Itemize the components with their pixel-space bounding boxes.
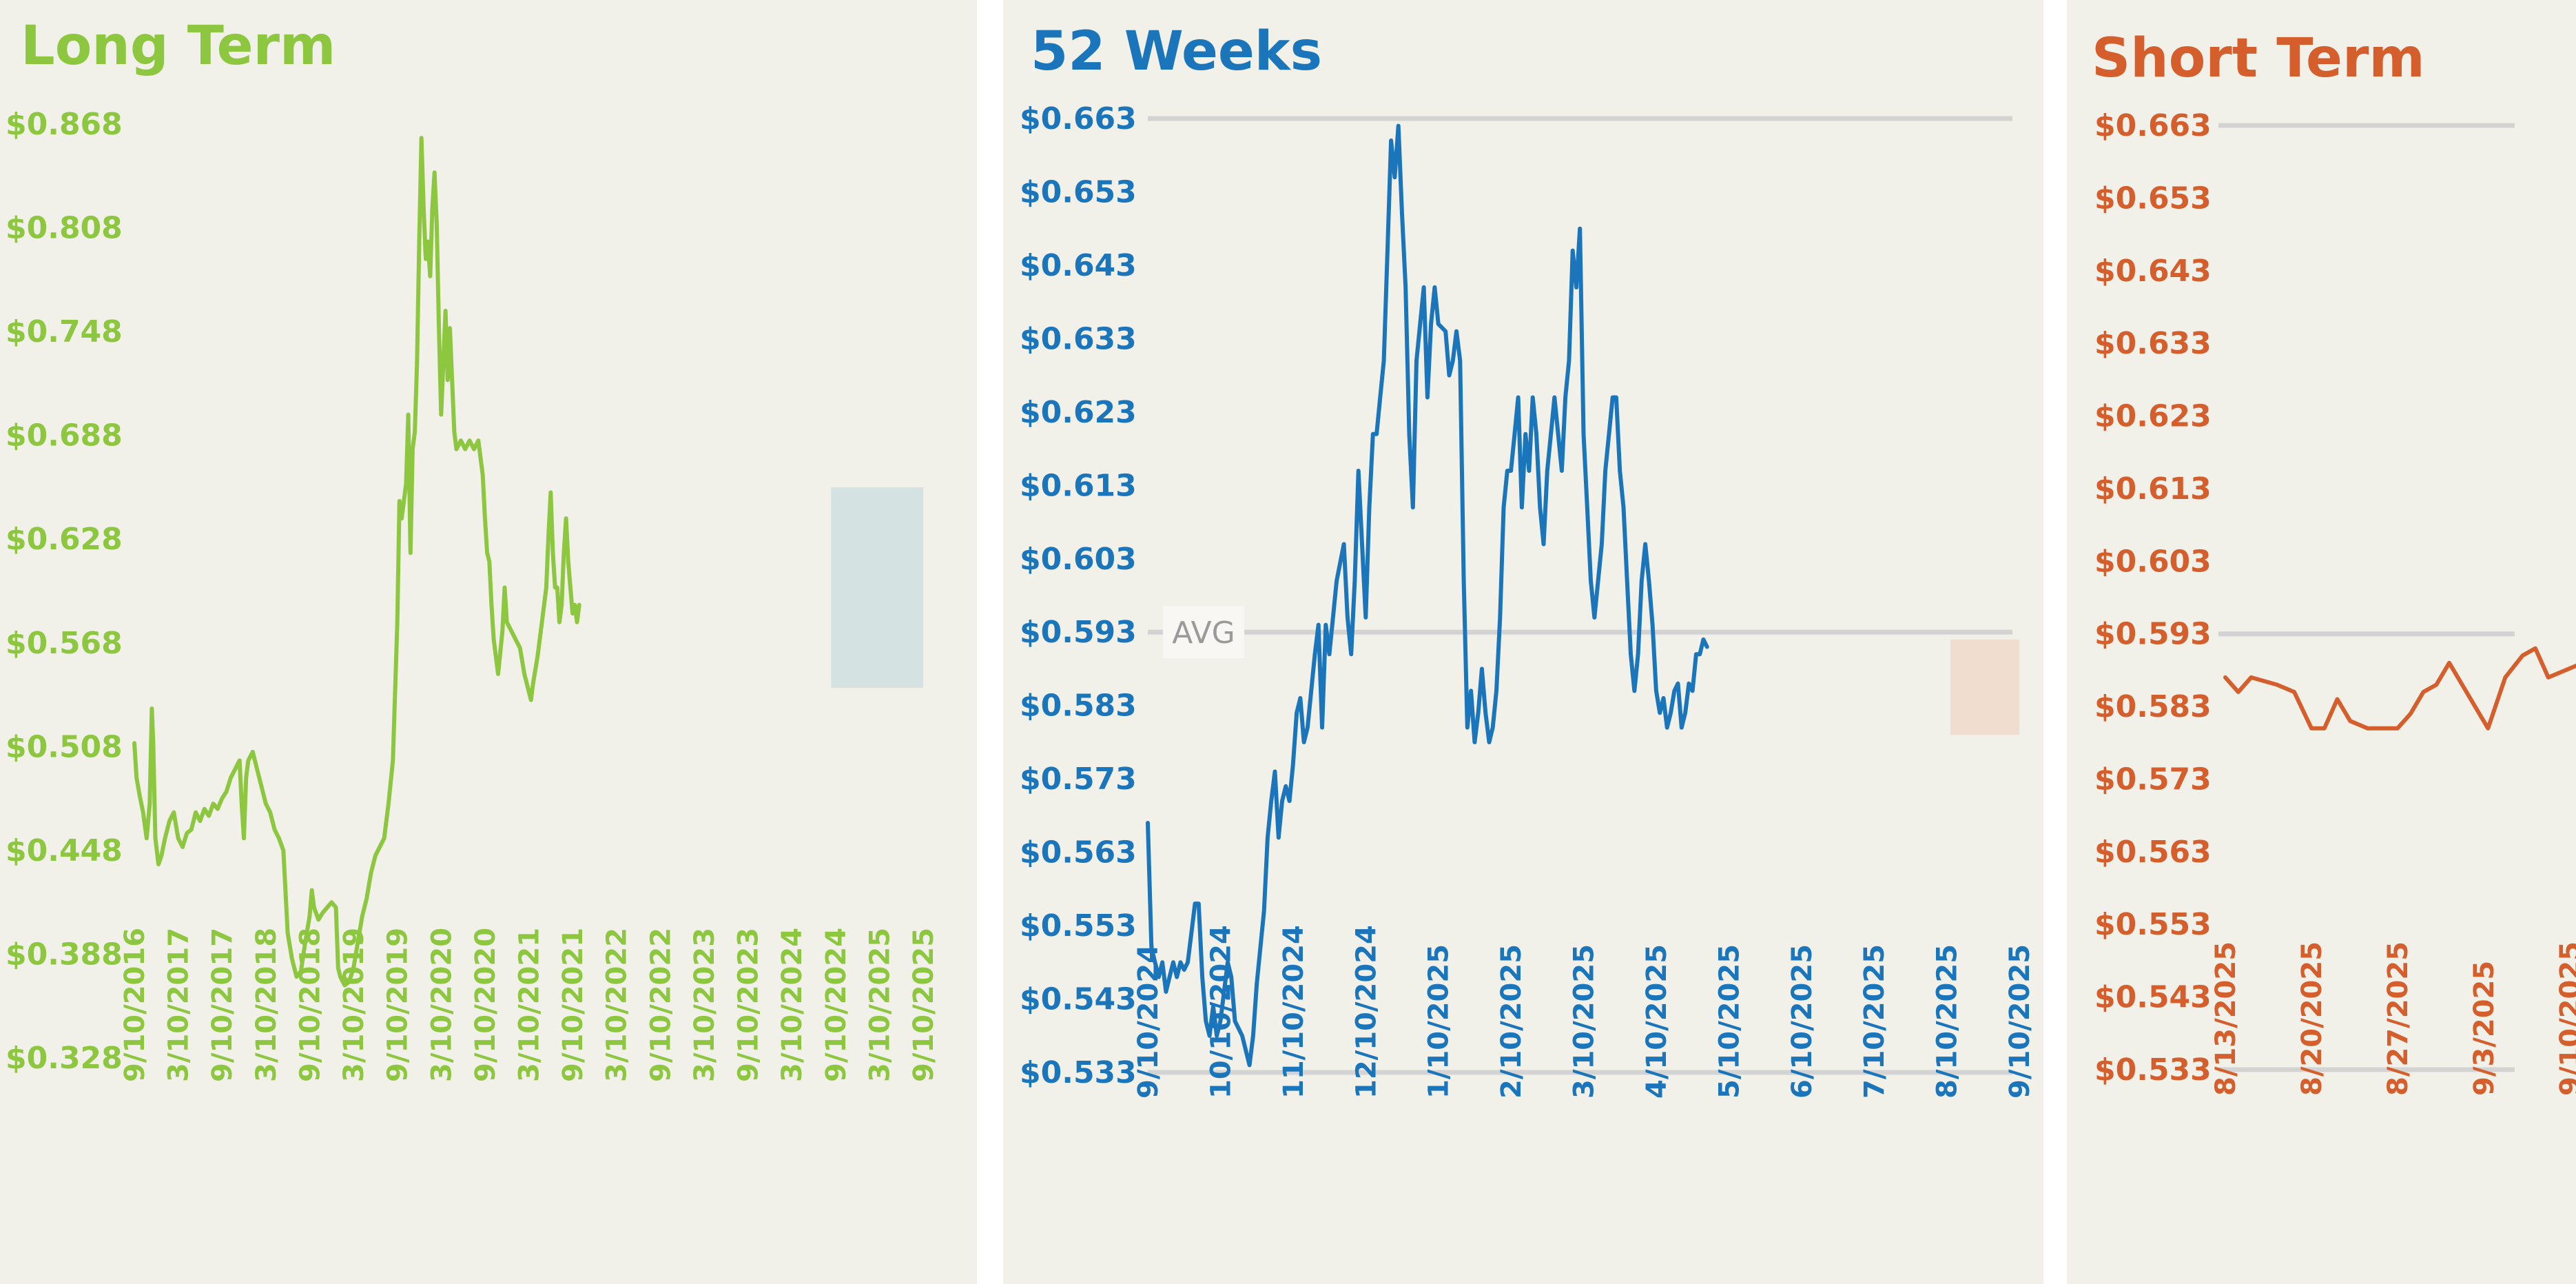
- x-tick-label: 3/10/2025: [1569, 944, 1600, 1099]
- x-tick-label: 12/10/2024: [1350, 925, 1382, 1099]
- y-tick-label: $0.543: [2094, 980, 2212, 1015]
- y-tick-label: $0.623: [1020, 395, 1137, 430]
- y-tick-label: $0.688: [6, 418, 123, 454]
- x-tick-label: 3/10/2024: [776, 928, 808, 1082]
- series-line: [1146, 123, 1709, 1068]
- y-tick-label: $0.593: [2094, 617, 2212, 652]
- short-term-chart: $0.663 $0.653 $0.643 $0.633 $0.623 $0.613 $0.6…: [2094, 108, 2576, 1096]
- long-term-chart: $0.868 $0.808 $0.748 $0.688 $0.628 $0.568 $0.5…: [6, 107, 940, 1082]
- x-tick-label: 9/10/2022: [645, 928, 677, 1082]
- x-tick-label: 8/20/2025: [2296, 941, 2328, 1096]
- y-tick-label: $0.593: [1020, 615, 1137, 650]
- y-tick-label: $0.533: [2094, 1052, 2212, 1088]
- y-tick-label: $0.543: [1020, 982, 1137, 1017]
- short-term-title: Short Term: [2092, 28, 2425, 90]
- y-tick-label: $0.328: [6, 1041, 123, 1076]
- x-tick-label: 9/10/2024: [821, 928, 852, 1082]
- y-tick-label: $0.573: [2094, 762, 2212, 797]
- x-tick-label: 3/10/2023: [689, 928, 721, 1082]
- y-tick-label: $0.653: [1020, 174, 1137, 210]
- y-tick-label: $0.508: [6, 729, 123, 764]
- x-tick-label: 9/10/2019: [382, 928, 414, 1082]
- avg-label: AVG: [1172, 615, 1235, 651]
- y-tick-label: $0.533: [1020, 1055, 1137, 1090]
- y-tick-label: $0.628: [6, 522, 123, 557]
- y-tick-label: $0.568: [6, 626, 123, 661]
- y-tick-label: $0.663: [2094, 108, 2212, 143]
- y-tick-label: $0.448: [6, 833, 123, 868]
- y-tick-label: $0.623: [2094, 399, 2212, 434]
- x-tick-label: 3/10/2018: [251, 928, 282, 1082]
- y-tick-label: $0.633: [2094, 326, 2212, 361]
- x-tick-label: 3/10/2019: [338, 928, 370, 1082]
- x-tick-label: 1/10/2025: [1423, 944, 1455, 1099]
- y-tick-label: $0.613: [2094, 471, 2212, 507]
- x-tick-label: 3/10/2022: [601, 928, 633, 1082]
- x-tick-label: 11/10/2024: [1278, 925, 1310, 1099]
- avg-label-bg: [1163, 606, 1244, 659]
- x-tick-label: 5/10/2025: [1713, 944, 1745, 1099]
- y-tick-label: $0.603: [1020, 542, 1137, 577]
- y-tick-label: $0.868: [6, 107, 123, 142]
- x-tick-label: 9/10/2025: [2004, 944, 2036, 1099]
- y-tick-label: $0.553: [1020, 908, 1137, 944]
- x-tick-label: 9/10/2018: [294, 928, 326, 1082]
- x-tick-label: 3/10/2021: [514, 928, 546, 1082]
- 52-weeks-title: 52 Weeks: [1031, 21, 1323, 83]
- x-tick-label: 9/10/2025: [2555, 941, 2576, 1096]
- y-tick-label: $0.563: [2094, 835, 2212, 870]
- x-tick-label: 8/13/2025: [2210, 941, 2242, 1096]
- y-tick-label: $0.633: [1020, 321, 1137, 356]
- x-tick-label: 9/10/2016: [119, 928, 151, 1082]
- y-tick-label: $0.573: [1020, 762, 1137, 797]
- 52-weeks-chart: AVG $0.663 $0.653 $0.643 $0.633 $0.623 $0.613 $…: [1020, 101, 2036, 1099]
- y-tick-label: $0.583: [1020, 689, 1137, 724]
- long-term-title: Long Term: [21, 15, 336, 77]
- x-tick-label: 9/3/2025: [2469, 961, 2500, 1096]
- y-tick-label: $0.643: [2094, 254, 2212, 289]
- x-tick-label: 9/10/2025: [908, 928, 940, 1082]
- x-tick-label: 8/10/2025: [1932, 944, 1964, 1099]
- y-tick-label: $0.613: [1020, 468, 1137, 503]
- x-tick-label: 9/10/2023: [733, 928, 765, 1082]
- y-tick-label: $0.663: [1020, 101, 1137, 136]
- highlight-region: [831, 487, 923, 689]
- y-tick-label: $0.388: [6, 937, 123, 972]
- x-tick-label: 9/10/2020: [470, 928, 502, 1082]
- series-line: [2223, 646, 2576, 731]
- x-tick-label: 3/10/2017: [163, 928, 195, 1082]
- x-tick-label: 2/10/2025: [1496, 944, 1527, 1099]
- y-tick-label: $0.808: [6, 211, 123, 246]
- y-tick-label: $0.603: [2094, 544, 2212, 579]
- x-tick-label: 4/10/2025: [1641, 944, 1673, 1099]
- series-line: [132, 136, 581, 988]
- x-tick-label: 3/10/2020: [426, 928, 457, 1082]
- y-tick-label: $0.643: [1020, 248, 1137, 283]
- x-tick-label: 3/10/2025: [864, 928, 896, 1082]
- x-tick-label: 9/10/2017: [207, 928, 238, 1082]
- 52-weeks-panel: 52 Weeks AVG $0.663 $0.653 $0.643 $0.633 $0.6…: [1003, 0, 2043, 1284]
- y-tick-label: $0.748: [6, 314, 123, 349]
- x-tick-label: 7/10/2025: [1859, 944, 1890, 1099]
- x-tick-label: 8/27/2025: [2382, 941, 2414, 1096]
- x-tick-label: 6/10/2025: [1786, 944, 1818, 1099]
- highlight-region: [1950, 639, 2019, 735]
- y-tick-label: $0.583: [2094, 689, 2212, 724]
- y-tick-label: $0.553: [2094, 907, 2212, 942]
- x-tick-label: 9/10/2021: [557, 928, 589, 1082]
- y-tick-label: $0.563: [1020, 835, 1137, 870]
- long-term-panel: Long Term $0.868 $0.808 $0.748 $0.688 $0.628…: [0, 0, 977, 1284]
- y-tick-label: $0.653: [2094, 181, 2212, 216]
- short-term-panel: Short Term $0.663 $0.653 $0.643 $0.633 $0.62…: [2067, 0, 2576, 1284]
